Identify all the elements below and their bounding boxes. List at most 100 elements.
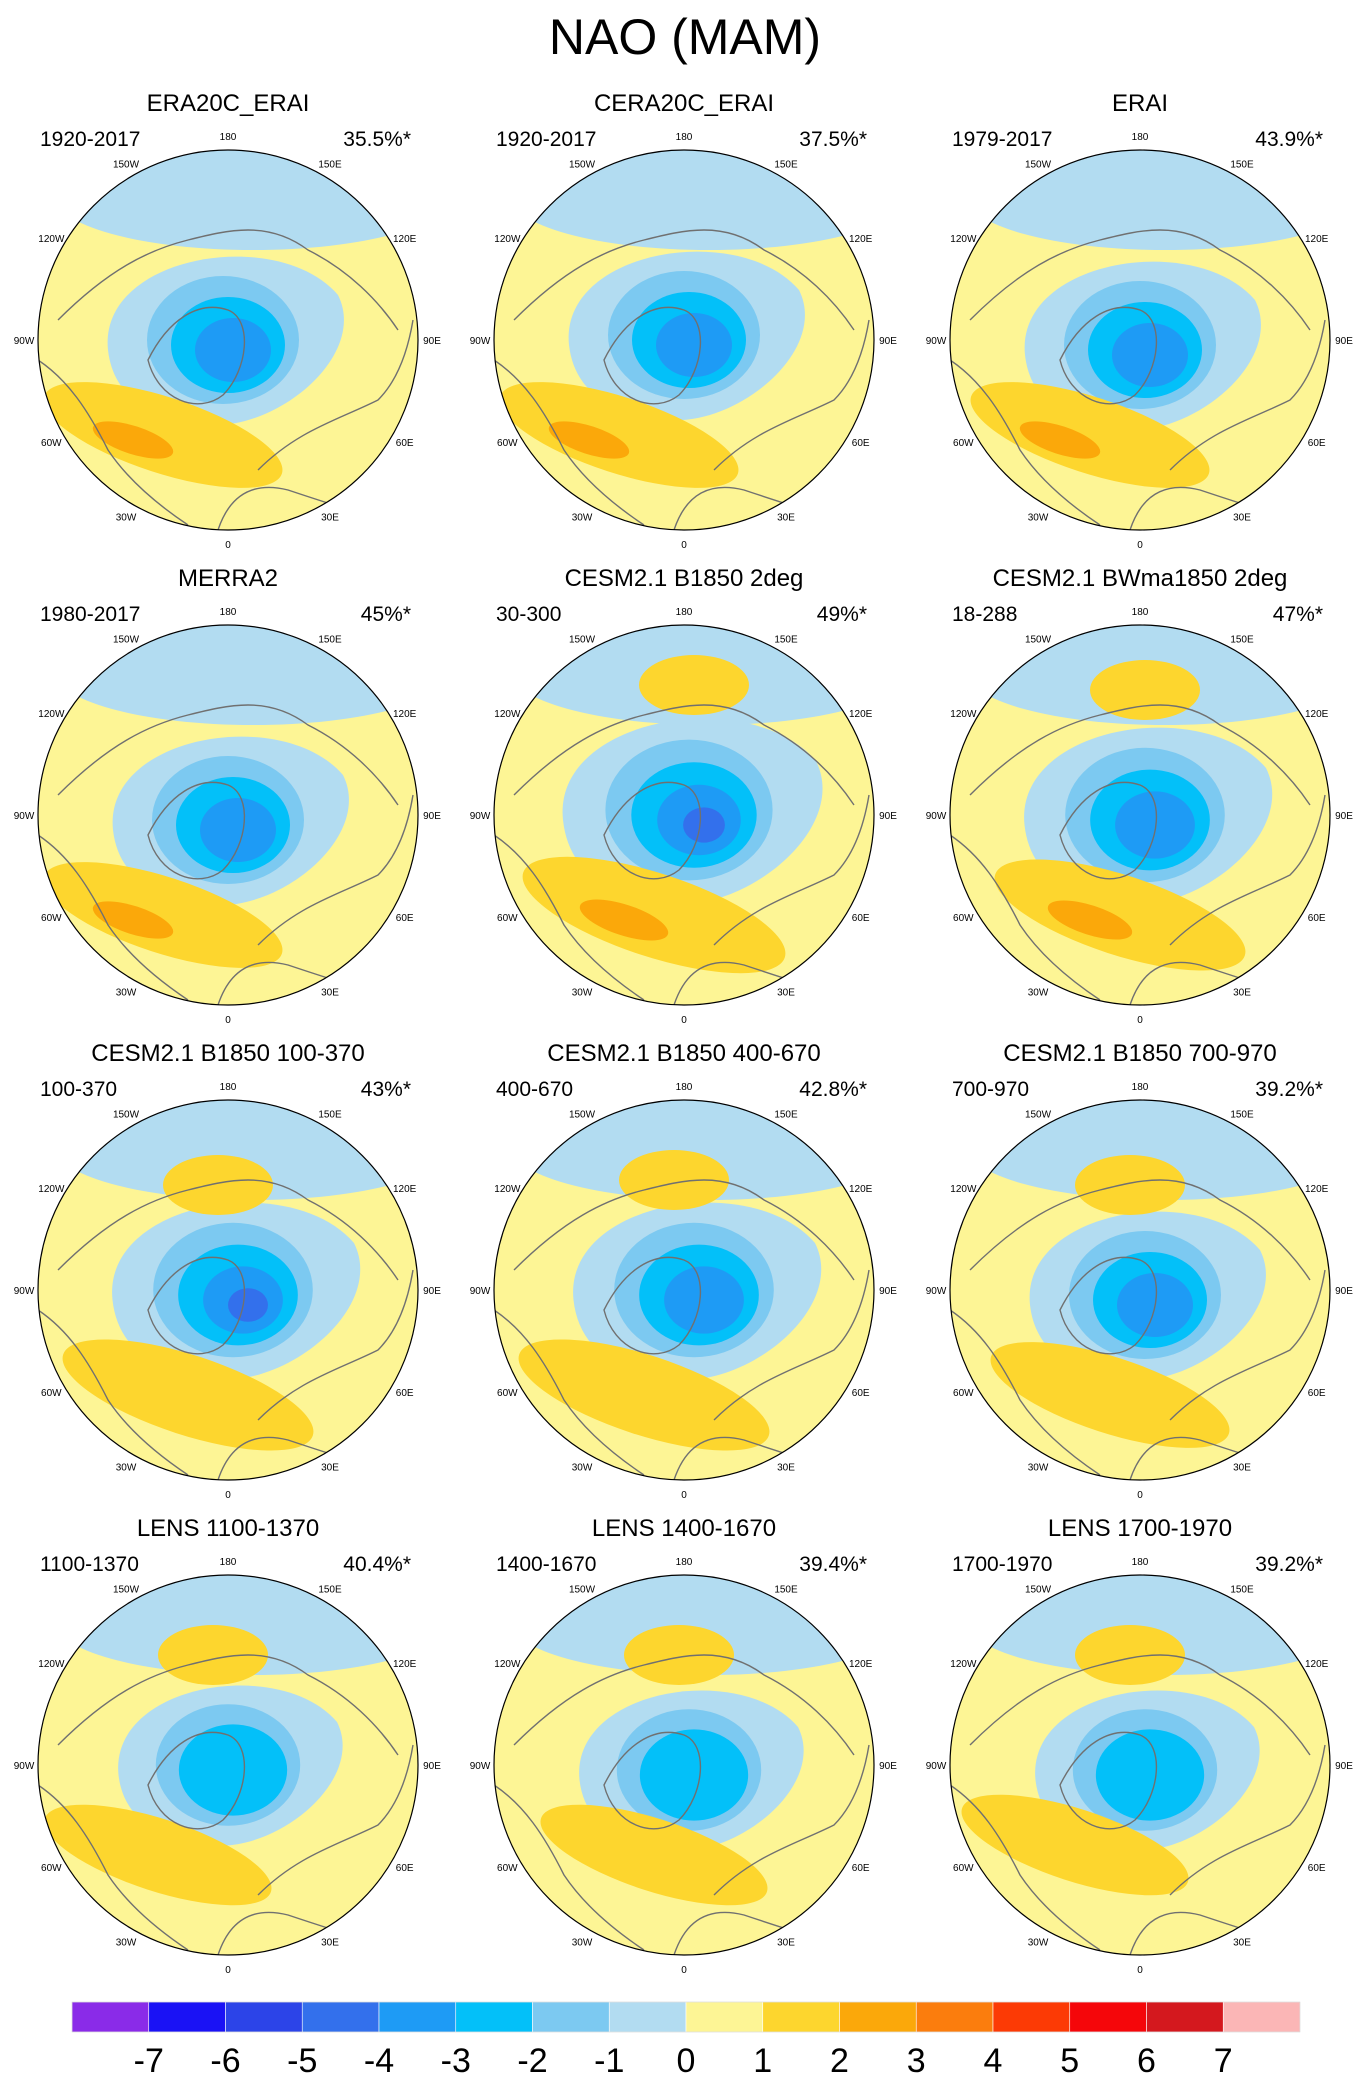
colorbar-swatch xyxy=(148,2001,226,2033)
longitude-label: 60W xyxy=(953,1388,974,1399)
coastlines xyxy=(38,704,414,1005)
longitude-label: 90W xyxy=(14,1761,35,1772)
longitude-label: 150W xyxy=(569,1109,596,1120)
map-panel: LENS 1100-1370 180 150E 120E 90E 60E 30E 0 30W 60… xyxy=(0,1515,456,1975)
colorbar-swatch xyxy=(532,2001,610,2033)
polar-map: 180 150E 120E 90E 60E 30E 0 30W 60W 90W 120W 150W xyxy=(926,132,1354,550)
coastlines xyxy=(494,1654,870,1955)
colorbar-swatch xyxy=(608,2001,687,2033)
longitude-label: 90E xyxy=(879,336,897,347)
map-boundary xyxy=(37,1574,419,1956)
colorbar-label: -3 xyxy=(441,2042,471,2080)
colorbar-label: 0 xyxy=(677,2042,696,2080)
longitude-label: 120E xyxy=(393,709,417,720)
longitude-label: 150W xyxy=(569,634,596,645)
longitude-label: 90W xyxy=(926,336,947,347)
contour-pos2 xyxy=(540,1804,768,1906)
longitude-label: 180 xyxy=(1132,1082,1149,1093)
longitude-label: 0 xyxy=(1137,1965,1143,1975)
longitude-label: 150E xyxy=(318,634,342,645)
longitude-label: 30W xyxy=(572,1463,593,1474)
contour-pos2 xyxy=(990,1342,1230,1448)
longitude-label: 30E xyxy=(1233,513,1251,524)
colorbar-swatch xyxy=(225,2001,303,2033)
longitude-label: 120E xyxy=(393,1659,417,1670)
panel-variance: 43%* xyxy=(360,1078,411,1101)
map-panel: CERA20C_ERAI 180 150E 120E 90E 60E 30E 0 30W 60W 9… xyxy=(456,90,912,550)
longitude-label: 0 xyxy=(1137,1015,1143,1025)
map-boundary xyxy=(949,149,1331,531)
longitude-label: 60E xyxy=(1308,438,1326,449)
longitude-label: 120E xyxy=(1305,1184,1329,1195)
longitude-label: 30W xyxy=(1028,1463,1049,1474)
panel-variance: 37.5%* xyxy=(799,128,867,151)
longitude-label: 120E xyxy=(1305,234,1329,245)
longitude-label: 180 xyxy=(676,607,693,618)
longitude-label: 90E xyxy=(879,811,897,822)
longitude-label: 150E xyxy=(774,159,798,170)
panel-period: 18-288 xyxy=(952,603,1018,626)
polar-map: 180 150E 120E 90E 60E 30E 0 30W 60W 90W 120W 150W xyxy=(470,607,898,1025)
colorbar-label: 6 xyxy=(1137,2042,1156,2080)
colorbar-swatch xyxy=(992,2001,1071,2033)
longitude-label: 90E xyxy=(1335,1286,1353,1297)
longitude-label: 120W xyxy=(494,1184,521,1195)
longitude-label: 90E xyxy=(423,811,441,822)
longitude-label: 30E xyxy=(321,1938,339,1949)
panel-period: 700-970 xyxy=(952,1078,1030,1101)
colorbar-swatch xyxy=(762,2001,840,2033)
longitude-label: 90W xyxy=(470,811,491,822)
colorbar-swatch xyxy=(71,2001,150,2033)
polar-map: 180 150E 120E 90E 60E 30E 0 30W 60W 90W 120W 150W xyxy=(470,1082,898,1500)
longitude-label: 0 xyxy=(681,1015,687,1025)
longitude-label: 30E xyxy=(1233,1938,1251,1949)
longitude-label: 120E xyxy=(849,234,873,245)
longitude-label: 90W xyxy=(470,1286,491,1297)
longitude-label: 120W xyxy=(950,1184,977,1195)
contour-neg4 xyxy=(656,313,732,377)
longitude-label: 60E xyxy=(852,438,870,449)
map-panel: LENS 1400-1670 180 150E 120E 90E 60E 30E 0 30W 60… xyxy=(456,1515,912,1975)
map-panel: ERAI 180 150E 120E 90E 60E 30E 0 30W 60W 90W 120W 15… xyxy=(912,90,1368,550)
contour-neg4 xyxy=(195,318,271,382)
map-boundary xyxy=(493,1574,875,1956)
longitude-label: 90E xyxy=(1335,1761,1353,1772)
panel-period: 30-300 xyxy=(496,603,562,626)
longitude-label: 180 xyxy=(676,1557,693,1568)
longitude-label: 30E xyxy=(321,513,339,524)
contour-pos2 xyxy=(624,1625,734,1685)
longitude-label: 60E xyxy=(396,1863,414,1874)
map-panel: CESM2.1 B1850 100-370 180 150E 120E 90E 60E 30… xyxy=(0,1040,456,1500)
longitude-label: 30W xyxy=(116,1938,137,1949)
longitude-label: 0 xyxy=(225,1490,231,1500)
contour-pos2 xyxy=(43,862,283,968)
colorbar-label: -5 xyxy=(287,2042,317,2080)
longitude-label: 0 xyxy=(1137,540,1143,550)
longitude-label: 30E xyxy=(321,988,339,999)
longitude-label: 120E xyxy=(393,234,417,245)
longitude-label: 90W xyxy=(470,336,491,347)
longitude-label: 120W xyxy=(38,1184,65,1195)
colorbar-swatch xyxy=(915,2001,994,2033)
longitude-label: 120W xyxy=(950,234,977,245)
longitude-label: 180 xyxy=(676,1082,693,1093)
longitude-label: 120W xyxy=(38,234,65,245)
longitude-label: 90W xyxy=(14,336,35,347)
colorbar-label: 4 xyxy=(984,2042,1003,2080)
polar-map: 180 150E 120E 90E 60E 30E 0 30W 60W 90W 120W 150W xyxy=(926,1082,1354,1500)
longitude-label: 30W xyxy=(1028,1938,1049,1949)
longitude-label: 30W xyxy=(572,988,593,999)
longitude-label: 180 xyxy=(220,1082,237,1093)
map-panel: CESM2.1 B1850 2deg 180 150E 120E 90E 60E 30E 0 3… xyxy=(456,565,912,1025)
map-panel: ERA20C_ERAI 180 150E 120E 90E 60E 30E 0 30W 60W 90… xyxy=(0,90,456,550)
panel-title: CESM2.1 B1850 700-970 xyxy=(1003,1040,1277,1067)
panel-title: ERAI xyxy=(1111,90,1168,117)
contour-neg3 xyxy=(178,1724,288,1816)
polar-map: 180 150E 120E 90E 60E 30E 0 30W 60W 90W 120W 150W xyxy=(14,1082,442,1500)
contour-pos2 xyxy=(1090,660,1200,720)
colorbar-label: -2 xyxy=(517,2042,547,2080)
map-panel: CESM2.1 BWma1850 2deg 180 150E 120E 90E 60E 30… xyxy=(912,565,1368,1025)
longitude-label: 150E xyxy=(774,634,798,645)
longitude-label: 180 xyxy=(676,132,693,143)
longitude-label: 60E xyxy=(396,438,414,449)
